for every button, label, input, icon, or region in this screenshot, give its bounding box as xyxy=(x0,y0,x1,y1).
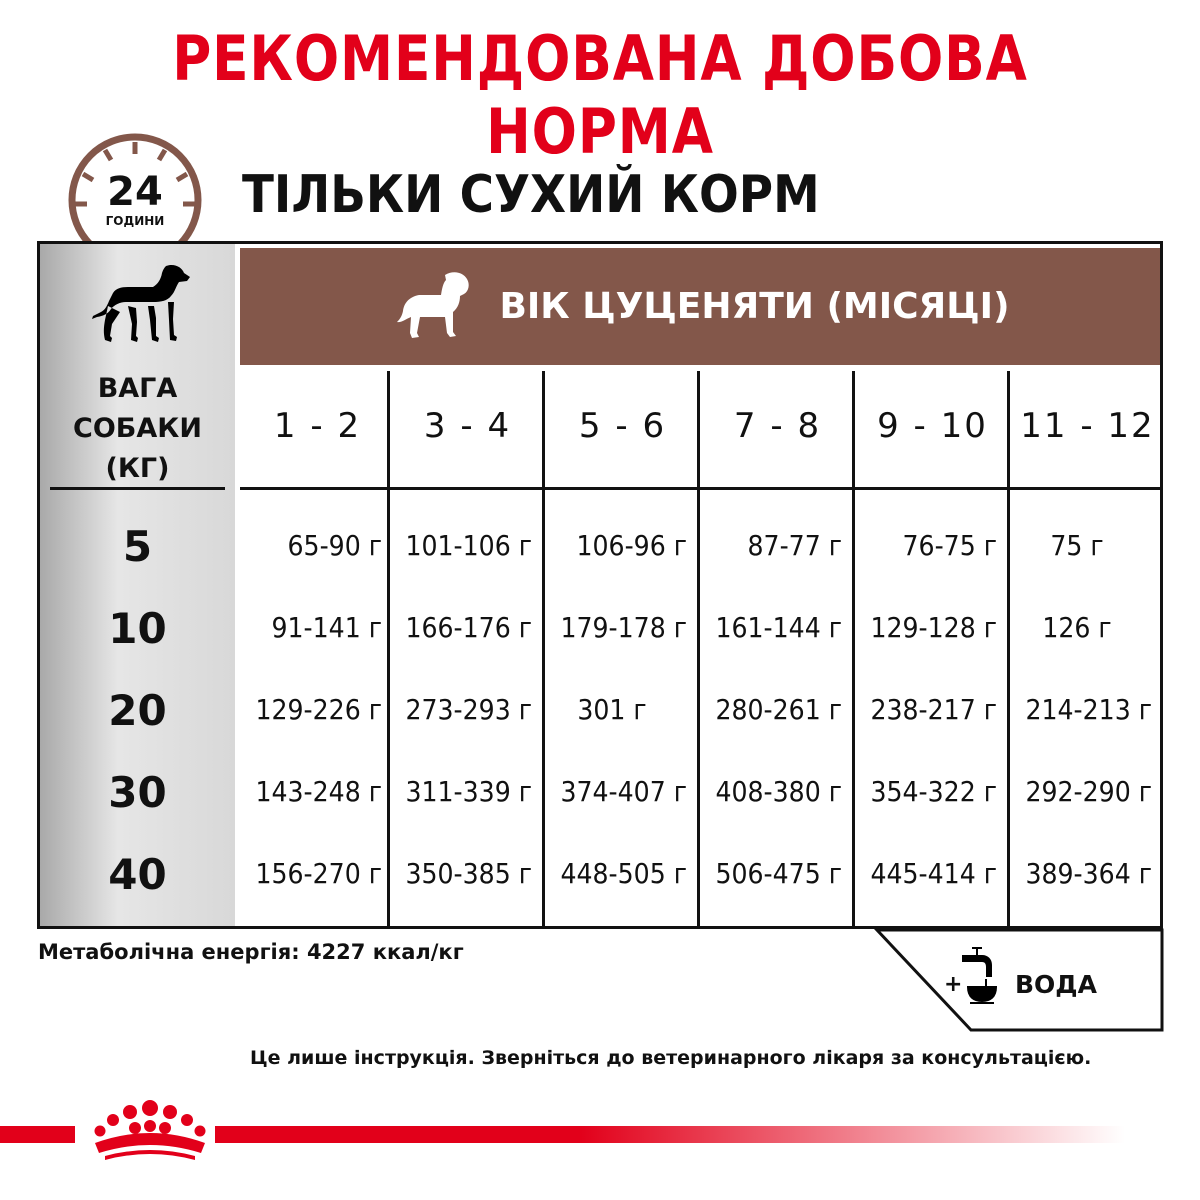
weight-label-line: ВАГА xyxy=(97,373,178,404)
puppy-icon xyxy=(397,272,470,338)
table-cell: 126 г xyxy=(1042,611,1112,644)
brand-stripe-right xyxy=(215,1126,1125,1143)
weight-value: 20 xyxy=(108,686,167,735)
age-column-header: 7 - 8 xyxy=(733,406,822,446)
table-cell: 350-385 г xyxy=(405,857,532,890)
age-column-header: 5 - 6 xyxy=(578,406,667,446)
divider xyxy=(852,371,855,926)
age-header-label: ВІК ЦУЦЕНЯТИ (МІСЯЦІ) xyxy=(499,286,1010,327)
table-cell: 214-213 г xyxy=(1025,693,1152,726)
subtitle: ТІЛЬКИ СУХИЙ КОРМ xyxy=(242,165,820,225)
table-cell: 65-90 г xyxy=(287,529,382,562)
age-column-header: 9 - 10 xyxy=(877,406,988,446)
table-cell: 292-290 г xyxy=(1025,775,1152,808)
clock-number: 24 xyxy=(107,169,163,215)
plus-sign: + xyxy=(944,972,963,997)
table-cell: 354-322 г xyxy=(870,775,997,808)
table-cell: 179-178 г xyxy=(560,611,687,644)
divider xyxy=(1007,371,1010,926)
water-tap-icon xyxy=(962,947,998,1004)
table-cell: 156-270 г xyxy=(255,857,382,890)
feeding-table: ВАГА СОБАКИ (КГ) 5 10 20 30 40 ВІК ЦУЦЕН… xyxy=(37,241,1163,929)
table-cell: 280-261 г xyxy=(715,693,842,726)
water-box xyxy=(873,928,1164,1032)
divider xyxy=(387,371,390,926)
table-cell: 87-77 г xyxy=(747,529,842,562)
table-cell: 161-144 г xyxy=(715,611,842,644)
weight-column: ВАГА СОБАКИ (КГ) 5 10 20 30 40 xyxy=(40,244,235,926)
clock-icon: 24 ГОДИНИ xyxy=(65,130,205,245)
divider xyxy=(542,371,545,926)
table-cell: 166-176 г xyxy=(405,611,532,644)
table-cell: 238-217 г xyxy=(870,693,997,726)
adult-dog-icon xyxy=(92,264,190,342)
table-cell: 143-248 г xyxy=(255,775,382,808)
brand-stripe-left xyxy=(0,1126,75,1143)
weight-label: ВАГА СОБАКИ (КГ) xyxy=(40,369,235,489)
page-title: РЕКОМЕНДОВАНА ДОБОВА НОРМА xyxy=(172,22,1028,168)
clock-unit: ГОДИНИ xyxy=(105,214,165,228)
table-cell: 408-380 г xyxy=(715,775,842,808)
table-cell: 91-141 г xyxy=(271,611,382,644)
age-column-header: 3 - 4 xyxy=(423,406,512,446)
weight-label-line: (КГ) xyxy=(105,453,170,484)
table-cell: 374-407 г xyxy=(560,775,687,808)
table-cell: 311-339 г xyxy=(405,775,532,808)
table-cell: 129-128 г xyxy=(870,611,997,644)
divider xyxy=(240,487,1160,490)
age-column-header: 1 - 2 xyxy=(273,406,362,446)
table-cell: 75 г xyxy=(1050,529,1104,562)
table-cell: 101-106 г xyxy=(405,529,532,562)
table-cell: 273-293 г xyxy=(405,693,532,726)
weight-label-line: СОБАКИ xyxy=(73,413,202,444)
table-cell: 506-475 г xyxy=(715,857,842,890)
table-cell: 301 г xyxy=(577,693,647,726)
disclaimer-text: Це лише інструкція. Зверніться до ветери… xyxy=(250,1047,1092,1069)
table-cell: 448-505 г xyxy=(560,857,687,890)
water-label: ВОДА xyxy=(1015,970,1097,999)
table-cell: 129-226 г xyxy=(255,693,382,726)
age-column-header: 11 - 12 xyxy=(1020,406,1155,446)
table-cell: 106-96 г xyxy=(576,529,687,562)
energy-text: Метаболічна енергія: 4227 ккал/кг xyxy=(38,940,464,964)
weight-value: 40 xyxy=(108,850,167,899)
table-cell: 76-75 г xyxy=(902,529,997,562)
age-header: ВІК ЦУЦЕНЯТИ (МІСЯЦІ) xyxy=(240,248,1160,365)
weight-value: 10 xyxy=(108,604,167,653)
divider xyxy=(50,487,225,490)
divider xyxy=(697,371,700,926)
royal-canin-crown-logo xyxy=(94,1100,206,1160)
weight-value: 5 xyxy=(122,522,153,571)
table-cell: 445-414 г xyxy=(870,857,997,890)
table-cell: 389-364 г xyxy=(1025,857,1152,890)
weight-value: 30 xyxy=(108,768,167,817)
